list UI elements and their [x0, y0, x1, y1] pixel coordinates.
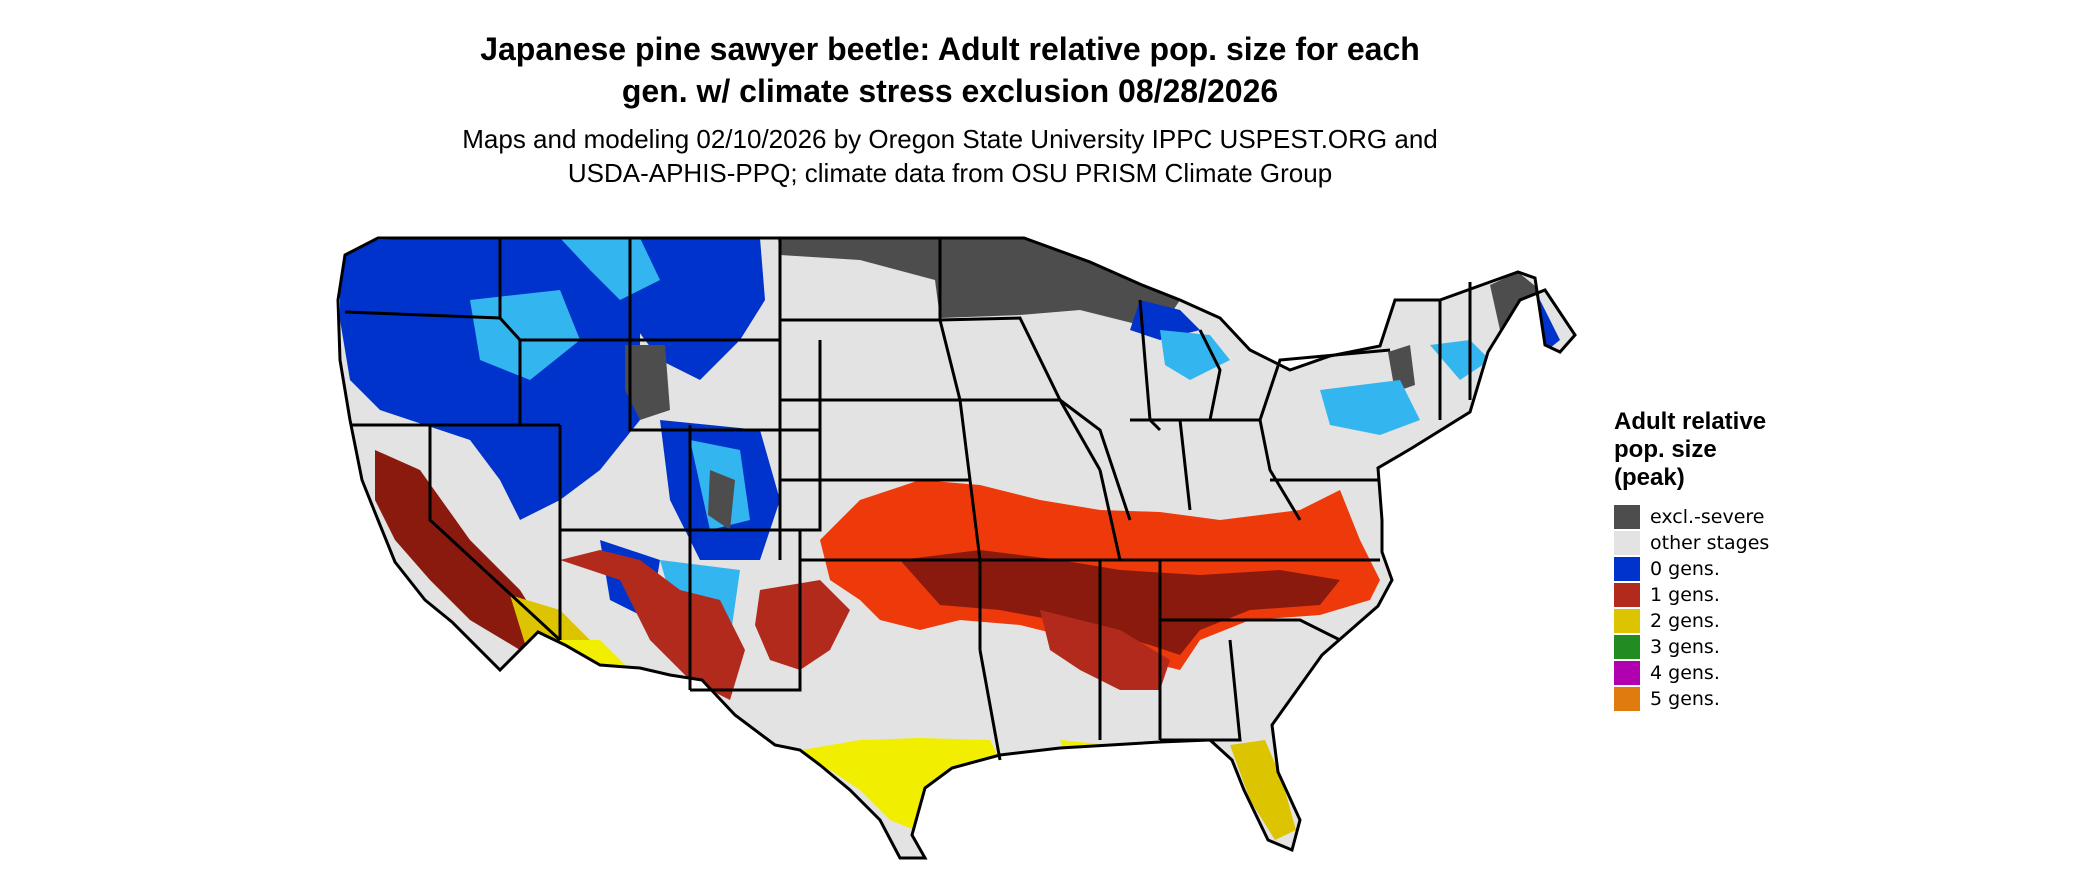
legend-item-1-gens: 1 gens. [1614, 582, 1914, 608]
excluded-region-north [778, 238, 1180, 330]
legend-swatch [1614, 635, 1640, 659]
legend-swatch [1614, 505, 1640, 529]
legend-item-5-gens: 5 gens. [1614, 686, 1914, 712]
two-gen-region-texas-coast [790, 738, 1000, 830]
legend-item-0-gens: 0 gens. [1614, 556, 1914, 582]
boundary-il [1059, 398, 1132, 521]
boundary-ga-sc [1160, 618, 1341, 642]
legend: Adult relative pop. size (peak) excl.-se… [1614, 408, 1914, 712]
map-title-line-1: Japanese pine sawyer beetle: Adult relat… [480, 31, 1420, 67]
light-blue-region-michigan [1160, 330, 1230, 380]
excluded-region-colorado [708, 470, 735, 530]
legend-label: 3 gens. [1650, 636, 1720, 658]
boundary-al-ga-fl [1160, 639, 1242, 742]
legend-label: 2 gens. [1650, 610, 1720, 632]
boundary-mn-ia-mo [939, 316, 1102, 471]
light-blue-region-2 [470, 290, 580, 380]
legend-label: 4 gens. [1650, 662, 1720, 684]
map-title-line-2: gen. w/ climate stress exclusion 08/28/2… [621, 73, 1279, 109]
legend-item-2-gens: 2 gens. [1614, 608, 1914, 634]
excluded-region-new-york [1388, 345, 1415, 392]
one-gen-region-deep-south [1040, 610, 1170, 690]
legend-label: other stages [1650, 532, 1770, 554]
boundary-wa-id [498, 238, 522, 425]
legend-title: Adult relative pop. size (peak) [1614, 408, 1914, 492]
light-blue-region-northeast [1320, 380, 1420, 435]
boundary-michigan [1198, 329, 1222, 421]
boundary-wi-mi [1138, 299, 1162, 432]
us-outline [336, 236, 1577, 860]
legend-label: 1 gens. [1650, 584, 1720, 606]
legend-label: 0 gens. [1650, 558, 1720, 580]
map-subtitle: Maps and modeling 02/10/2026 by Oregon S… [0, 122, 1900, 190]
state-boundaries [336, 236, 1577, 860]
legend-swatch [1614, 687, 1640, 711]
two-gen-region-florida [1230, 740, 1296, 840]
legend-swatch [1614, 557, 1640, 581]
map-title: Japanese pine sawyer beetle: Adult relat… [0, 28, 1900, 112]
excluded-region-wyoming [625, 345, 670, 420]
legend-item-3-gens: 3 gens. [1614, 634, 1914, 660]
boundary-wa-or [344, 310, 501, 320]
legend-swatch [1614, 531, 1640, 555]
boundary-nm-tx [690, 530, 802, 692]
light-blue-region-new-england [1430, 340, 1490, 380]
boundary-oh [1180, 418, 1302, 521]
legend-swatch [1614, 583, 1640, 607]
light-blue-region-1 [560, 238, 660, 300]
boundary-wy [628, 340, 822, 432]
map-subtitle-line-1: Maps and modeling 02/10/2026 by Oregon S… [462, 124, 1438, 154]
zero-gen-region-great-lakes [1130, 300, 1200, 340]
legend-item-excl-severe: excl.-severe [1614, 504, 1914, 530]
one-gen-region-texas-north [755, 580, 850, 670]
boundary-tx-la [978, 649, 1002, 761]
one-gen-region-california [375, 450, 545, 650]
one-gen-region-arizona [560, 550, 745, 700]
legend-label: 5 gens. [1650, 688, 1720, 710]
legend-item-other-stages: other stages [1614, 530, 1914, 556]
legend-label: excl.-severe [1650, 506, 1765, 528]
map-subtitle-line-2: USDA-APHIS-PPQ; climate data from OSU PR… [567, 158, 1333, 188]
legend-title-line-3: (peak) [1614, 464, 1685, 491]
legend-title-line-2: pop. size [1614, 436, 1717, 463]
one-gen-dark-region-central [900, 550, 1340, 655]
legend-title-line-1: Adult relative [1614, 408, 1767, 435]
legend-swatch [1614, 661, 1640, 685]
boundary-co [690, 430, 822, 532]
legend-item-4-gens: 4 gens. [1614, 660, 1914, 686]
boundary-pa-ny [1258, 348, 1391, 421]
boundary-ca-nv [428, 425, 562, 642]
legend-swatch [1614, 609, 1640, 633]
